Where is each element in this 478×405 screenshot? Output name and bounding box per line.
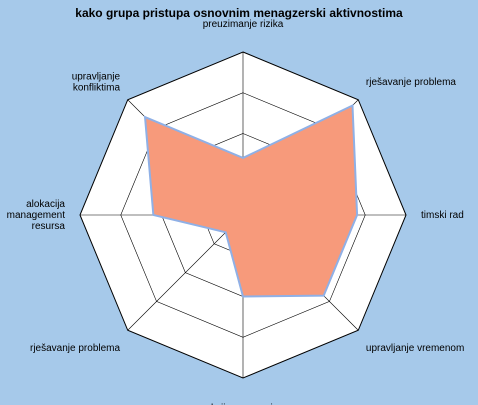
axis-label-2: rješavanje problema xyxy=(366,77,456,88)
axis-label-4: upravljanje vremenom xyxy=(366,343,464,354)
series-1-area xyxy=(143,103,359,298)
radar-series xyxy=(143,103,359,298)
radar-axis-labels: preuzimanje rizika rješavanje problema tim… xyxy=(7,19,465,405)
axis-label-3: timski rad xyxy=(421,210,464,221)
axis-label-1: preuzimanje rizika xyxy=(203,19,284,30)
axis-label-8: upravljanje konfliktima xyxy=(72,72,121,94)
spoke-6 xyxy=(127,214,244,331)
axis-label-7: alokacija management resursa xyxy=(7,199,66,232)
chart-title: kako grupa pristupa osnovnim menagzerski… xyxy=(75,6,403,20)
axis-label-5: reakcija na promjene xyxy=(197,403,290,405)
axis-label-6: rješavanje problema xyxy=(30,343,120,354)
